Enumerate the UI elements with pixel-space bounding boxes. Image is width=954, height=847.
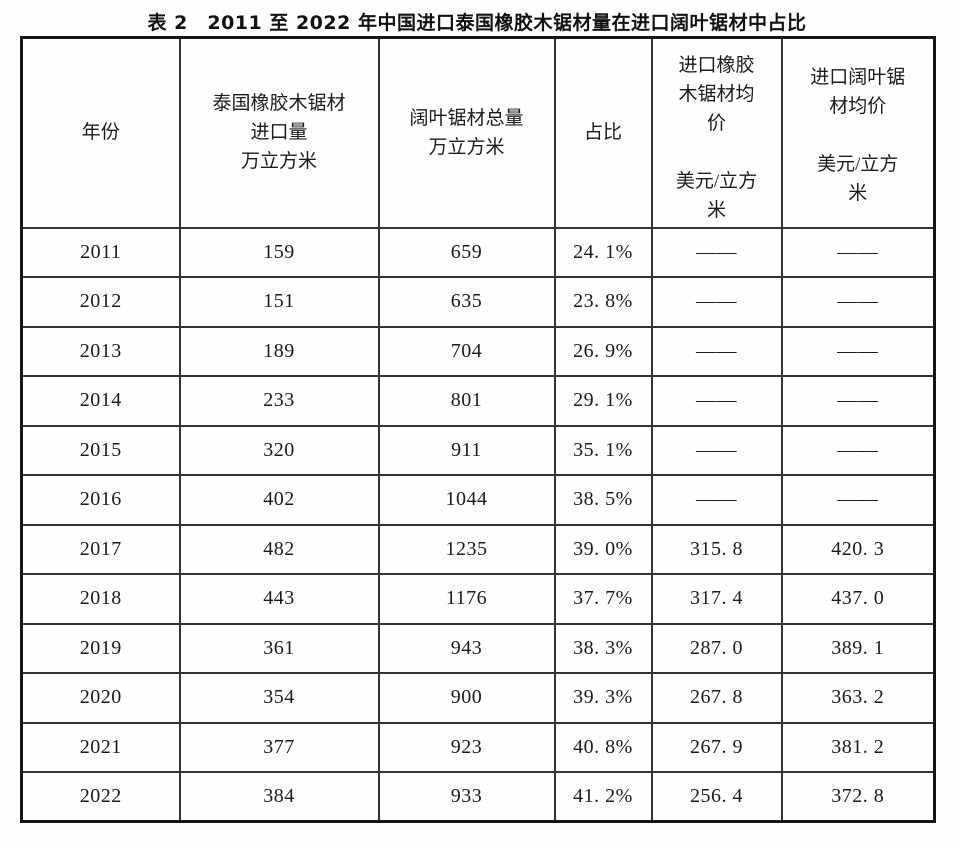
cell-hardwood-avg-price: —— [780, 226, 936, 278]
cell-hardwood-avg-price: —— [780, 474, 936, 526]
data-table: 年份 泰国橡胶木锯材 进口量 万立方米 阔叶锯材总量 万立方米 占比 进口橡胶 … [20, 36, 936, 823]
cell-thai-rubber-import-volume: 443 [178, 573, 380, 625]
cell-share: 23. 8% [553, 276, 653, 328]
cell-share: 41. 2% [553, 771, 653, 823]
cell-hardwood-avg-price: —— [780, 325, 936, 377]
cell-hardwood-total-volume: 923 [377, 721, 556, 773]
cell-rubber-avg-price: 315. 8 [650, 523, 783, 575]
cell-share: 40. 8% [553, 721, 653, 773]
table-row: 2014 233 801 29. 1% —— —— [20, 375, 936, 427]
cell-thai-rubber-import-volume: 151 [178, 276, 380, 328]
cell-year: 2016 [20, 474, 181, 526]
cell-share: 35. 1% [553, 424, 653, 476]
cell-year: 2012 [20, 276, 181, 328]
table-row: 2018 443 1176 37. 7% 317. 4 437. 0 [20, 573, 936, 625]
cell-year: 2011 [20, 226, 181, 278]
cell-share: 29. 1% [553, 375, 653, 427]
column-header-thai-rubber-import-volume: 泰国橡胶木锯材 进口量 万立方米 [178, 36, 380, 229]
cell-share: 24. 1% [553, 226, 653, 278]
column-header-hardwood-avg-price: 进口阔叶锯 材均价 美元/立方 米 [780, 36, 936, 229]
cell-rubber-avg-price: 267. 8 [650, 672, 783, 724]
table-row: 2019 361 943 38. 3% 287. 0 389. 1 [20, 622, 936, 674]
cell-hardwood-avg-price: 420. 3 [780, 523, 936, 575]
table-row: 2016 402 1044 38. 5% —— —— [20, 474, 936, 526]
cell-thai-rubber-import-volume: 354 [178, 672, 380, 724]
cell-hardwood-total-volume: 1044 [377, 474, 556, 526]
cell-rubber-avg-price: —— [650, 226, 783, 278]
cell-hardwood-total-volume: 801 [377, 375, 556, 427]
cell-year: 2018 [20, 573, 181, 625]
cell-hardwood-avg-price: 381. 2 [780, 721, 936, 773]
cell-hardwood-avg-price: 372. 8 [780, 771, 936, 823]
column-header-share: 占比 [553, 36, 653, 229]
column-header-rubber-avg-price: 进口橡胶 木锯材均 价 美元/立方 米 [650, 36, 783, 229]
cell-thai-rubber-import-volume: 361 [178, 622, 380, 674]
cell-share: 39. 3% [553, 672, 653, 724]
cell-rubber-avg-price: —— [650, 276, 783, 328]
cell-hardwood-avg-price: —— [780, 375, 936, 427]
cell-year: 2013 [20, 325, 181, 377]
cell-share: 38. 5% [553, 474, 653, 526]
table-row: 2017 482 1235 39. 0% 315. 8 420. 3 [20, 523, 936, 575]
column-header-year: 年份 [20, 36, 181, 229]
cell-rubber-avg-price: 267. 9 [650, 721, 783, 773]
cell-rubber-avg-price: 256. 4 [650, 771, 783, 823]
cell-share: 37. 7% [553, 573, 653, 625]
cell-rubber-avg-price: —— [650, 474, 783, 526]
cell-thai-rubber-import-volume: 320 [178, 424, 380, 476]
cell-thai-rubber-import-volume: 189 [178, 325, 380, 377]
table-body: 2011 159 659 24. 1% —— —— 2012 151 635 23. 8% —— ——… [20, 226, 936, 823]
header-row: 年份 泰国橡胶木锯材 进口量 万立方米 阔叶锯材总量 万立方米 占比 进口橡胶 … [20, 36, 936, 229]
table-row: 2011 159 659 24. 1% —— —— [20, 226, 936, 278]
cell-share: 26. 9% [553, 325, 653, 377]
table-row: 2013 189 704 26. 9% —— —— [20, 325, 936, 377]
cell-year: 2019 [20, 622, 181, 674]
cell-thai-rubber-import-volume: 384 [178, 771, 380, 823]
cell-hardwood-avg-price: 363. 2 [780, 672, 936, 724]
cell-share: 38. 3% [553, 622, 653, 674]
cell-hardwood-total-volume: 911 [377, 424, 556, 476]
table-row: 2015 320 911 35. 1% —— —— [20, 424, 936, 476]
cell-year: 2021 [20, 721, 181, 773]
cell-hardwood-avg-price: —— [780, 424, 936, 476]
cell-thai-rubber-import-volume: 482 [178, 523, 380, 575]
cell-hardwood-total-volume: 704 [377, 325, 556, 377]
cell-year: 2017 [20, 523, 181, 575]
cell-rubber-avg-price: —— [650, 375, 783, 427]
cell-rubber-avg-price: 287. 0 [650, 622, 783, 674]
cell-hardwood-avg-price: 389. 1 [780, 622, 936, 674]
table-row: 2020 354 900 39. 3% 267. 8 363. 2 [20, 672, 936, 724]
cell-hardwood-total-volume: 900 [377, 672, 556, 724]
table-row: 2022 384 933 41. 2% 256. 4 372. 8 [20, 771, 936, 823]
table-caption: 表 2 2011 至 2022 年中国进口泰国橡胶木锯材量在进口阔叶锯材中占比 [147, 12, 807, 34]
cell-year: 2014 [20, 375, 181, 427]
cell-thai-rubber-import-volume: 402 [178, 474, 380, 526]
cell-year: 2020 [20, 672, 181, 724]
cell-hardwood-total-volume: 1235 [377, 523, 556, 575]
cell-thai-rubber-import-volume: 233 [178, 375, 380, 427]
cell-hardwood-total-volume: 659 [377, 226, 556, 278]
cell-hardwood-total-volume: 943 [377, 622, 556, 674]
cell-thai-rubber-import-volume: 377 [178, 721, 380, 773]
cell-share: 39. 0% [553, 523, 653, 575]
cell-year: 2022 [20, 771, 181, 823]
cell-rubber-avg-price: 317. 4 [650, 573, 783, 625]
cell-hardwood-avg-price: 437. 0 [780, 573, 936, 625]
cell-hardwood-total-volume: 635 [377, 276, 556, 328]
column-header-hardwood-total-volume: 阔叶锯材总量 万立方米 [377, 36, 556, 229]
cell-rubber-avg-price: —— [650, 325, 783, 377]
cell-rubber-avg-price: —— [650, 424, 783, 476]
table-row: 2012 151 635 23. 8% —— —— [20, 276, 936, 328]
cell-year: 2015 [20, 424, 181, 476]
cell-hardwood-avg-price: —— [780, 276, 936, 328]
cell-hardwood-total-volume: 1176 [377, 573, 556, 625]
cell-thai-rubber-import-volume: 159 [178, 226, 380, 278]
table-row: 2021 377 923 40. 8% 267. 9 381. 2 [20, 721, 936, 773]
cell-hardwood-total-volume: 933 [377, 771, 556, 823]
